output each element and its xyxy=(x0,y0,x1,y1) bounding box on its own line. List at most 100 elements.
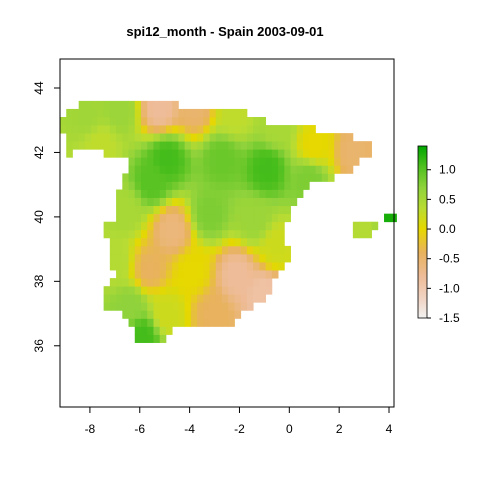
raster-cell xyxy=(66,125,73,134)
raster-cell xyxy=(178,270,186,279)
raster-cell xyxy=(197,205,204,215)
raster-cell xyxy=(209,189,217,198)
raster-cell xyxy=(190,245,198,255)
raster-cell xyxy=(234,229,242,239)
raster-cell xyxy=(184,108,192,118)
raster-cell xyxy=(165,100,173,110)
raster-cell xyxy=(352,157,360,166)
raster-cell xyxy=(215,318,223,327)
raster-cell xyxy=(190,125,198,134)
raster-cell xyxy=(284,125,291,134)
raster-cell xyxy=(159,229,167,239)
raster-cell xyxy=(240,197,248,207)
raster-cell xyxy=(184,245,192,255)
raster-cell xyxy=(84,117,92,126)
raster-cell xyxy=(278,173,285,182)
raster-cell xyxy=(209,125,217,134)
raster-cell xyxy=(97,108,105,118)
raster-cell xyxy=(315,141,323,150)
raster-cell xyxy=(141,181,148,190)
raster-cell xyxy=(141,326,148,335)
raster-cell xyxy=(265,141,273,150)
raster-cell xyxy=(190,278,198,287)
x-tick-label: 2 xyxy=(336,422,343,436)
raster-cell xyxy=(222,133,229,142)
raster-cell xyxy=(228,125,235,134)
raster-cell xyxy=(128,278,136,287)
raster-cell xyxy=(66,141,73,150)
raster-cell xyxy=(141,221,148,231)
raster-cell xyxy=(215,262,223,271)
raster-cell xyxy=(278,213,285,223)
raster-cell xyxy=(327,157,335,166)
raster-cell xyxy=(197,262,204,271)
raster-cell xyxy=(109,253,117,263)
raster-cell xyxy=(203,270,210,279)
raster-cell xyxy=(278,229,285,239)
raster-cell xyxy=(253,213,260,223)
raster-cell xyxy=(228,237,235,247)
raster-cell xyxy=(222,165,229,174)
raster-cell xyxy=(240,253,248,263)
raster-cell xyxy=(141,310,148,319)
raster-cell xyxy=(228,197,235,207)
raster-cell xyxy=(290,189,298,198)
legend-tick-label: -1.0 xyxy=(439,281,460,295)
raster-cell xyxy=(109,245,117,255)
raster-cell xyxy=(72,117,80,126)
raster-cell xyxy=(97,133,105,142)
raster-cell xyxy=(278,262,285,271)
raster-cell xyxy=(134,205,142,215)
raster-cell xyxy=(147,133,154,142)
raster-cell xyxy=(246,229,254,239)
raster-cell xyxy=(66,133,73,142)
raster-cell xyxy=(222,237,229,247)
raster-cell xyxy=(259,205,267,215)
raster-cell xyxy=(209,149,217,158)
raster-cell xyxy=(253,165,260,174)
raster-cell xyxy=(116,149,123,158)
raster-cell xyxy=(290,133,298,142)
raster-cell xyxy=(253,262,260,271)
raster-cell xyxy=(165,221,173,231)
raster-cell xyxy=(284,157,291,166)
legend-tick-label: 1.0 xyxy=(439,163,456,177)
raster-cell xyxy=(259,197,267,207)
raster-cell xyxy=(178,173,186,182)
raster-cell xyxy=(284,173,291,182)
raster-cell xyxy=(265,189,273,198)
raster-cell xyxy=(165,157,173,166)
raster-cell xyxy=(215,117,223,126)
raster-cell xyxy=(103,125,111,134)
raster-cell xyxy=(215,229,223,239)
raster-cell xyxy=(141,205,148,215)
raster-cell xyxy=(153,302,161,311)
raster-cell xyxy=(103,229,111,239)
raster-cell xyxy=(197,302,204,311)
raster-cell xyxy=(122,302,129,311)
raster-cell xyxy=(165,189,173,198)
raster-cell xyxy=(122,253,129,263)
raster-cell xyxy=(209,165,217,174)
raster-cell xyxy=(109,141,117,150)
raster-cell xyxy=(209,229,217,239)
raster-cell xyxy=(234,294,242,303)
raster-cell xyxy=(190,108,198,118)
raster-cell xyxy=(315,149,323,158)
raster-cell xyxy=(246,294,254,303)
raster-cell xyxy=(116,286,123,295)
raster-cell xyxy=(234,133,242,142)
raster-cell xyxy=(203,165,210,174)
raster-cell xyxy=(259,157,267,166)
raster-cell xyxy=(184,318,192,327)
raster-cell xyxy=(309,125,316,134)
raster-cell xyxy=(215,197,223,207)
raster-cell xyxy=(259,181,267,190)
y-tick-label: 38 xyxy=(32,274,46,288)
raster-cell xyxy=(97,125,105,134)
raster-cell xyxy=(215,221,223,231)
raster-cell xyxy=(234,189,242,198)
raster-cell xyxy=(259,165,267,174)
raster-cell xyxy=(134,157,142,166)
raster-cell xyxy=(122,141,129,150)
